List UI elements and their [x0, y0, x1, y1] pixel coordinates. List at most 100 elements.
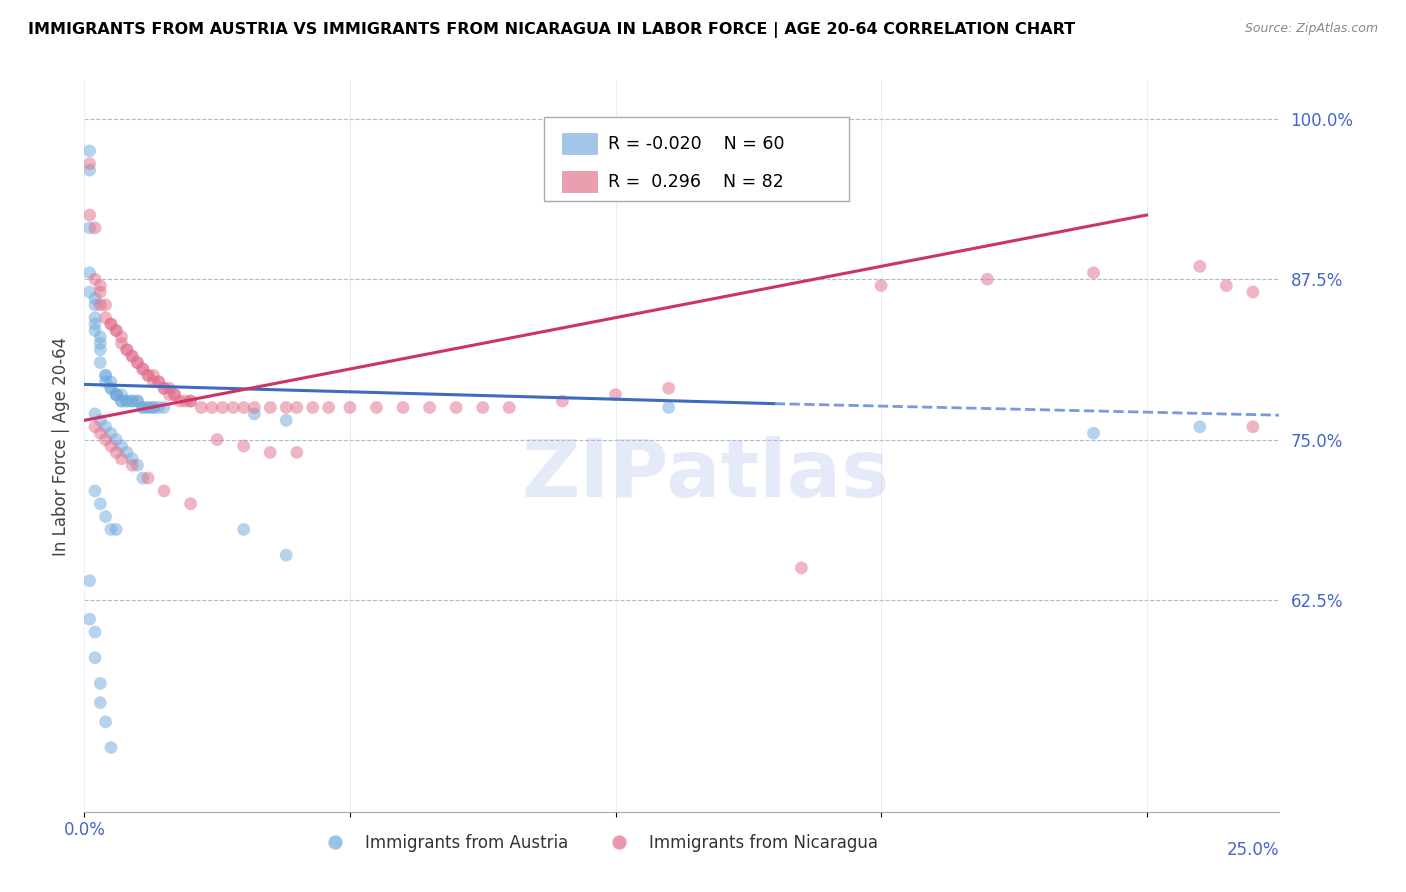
Point: [94, 368, 117, 383]
Point: [89, 336, 111, 351]
Point: [153, 381, 176, 395]
Point: [84, 419, 107, 434]
Point: [110, 387, 132, 401]
Point: [136, 401, 159, 415]
Point: [148, 375, 170, 389]
Point: [243, 401, 266, 415]
Point: [89, 426, 111, 441]
Point: [121, 458, 143, 473]
Point: [259, 445, 281, 459]
Point: [94, 509, 117, 524]
Point: [84, 625, 107, 640]
Y-axis label: In Labor Force | Age 20-64: In Labor Force | Age 20-64: [52, 336, 70, 556]
Point: [79, 208, 101, 222]
Point: [1188, 260, 1211, 274]
Point: [110, 394, 132, 409]
FancyBboxPatch shape: [544, 117, 849, 201]
Point: [392, 401, 415, 415]
Point: [84, 310, 107, 325]
Point: [110, 336, 132, 351]
Point: [301, 401, 323, 415]
Text: IMMIGRANTS FROM AUSTRIA VS IMMIGRANTS FROM NICARAGUA IN LABOR FORCE | AGE 20-64 : IMMIGRANTS FROM AUSTRIA VS IMMIGRANTS FR…: [28, 22, 1076, 38]
Point: [89, 278, 111, 293]
Point: [79, 266, 101, 280]
Point: [285, 401, 308, 415]
Point: [1241, 285, 1264, 299]
Point: [180, 497, 202, 511]
Point: [79, 163, 101, 178]
Point: [121, 451, 143, 466]
Point: [115, 343, 138, 357]
Point: [276, 413, 298, 427]
Point: [136, 368, 159, 383]
Point: [142, 368, 165, 383]
Point: [79, 612, 101, 626]
Point: [658, 401, 681, 415]
Point: [94, 433, 117, 447]
Text: 25.0%: 25.0%: [1227, 841, 1279, 859]
Point: [121, 349, 143, 363]
Point: [366, 401, 388, 415]
Point: [105, 433, 128, 447]
Point: [89, 696, 111, 710]
Point: [84, 292, 107, 306]
Text: ZIPatlas: ZIPatlas: [522, 436, 890, 515]
Text: Source: ZipAtlas.com: Source: ZipAtlas.com: [1244, 22, 1378, 36]
Point: [169, 394, 191, 409]
Point: [94, 298, 117, 312]
Point: [115, 445, 138, 459]
Point: [79, 285, 101, 299]
Point: [142, 375, 165, 389]
Point: [84, 407, 107, 421]
Point: [89, 298, 111, 312]
Point: [100, 317, 122, 331]
Point: [153, 401, 176, 415]
Point: [84, 298, 107, 312]
Point: [259, 401, 281, 415]
Point: [89, 330, 111, 344]
Point: [89, 285, 111, 299]
Point: [205, 433, 228, 447]
Point: [444, 401, 467, 415]
Point: [84, 650, 107, 665]
Point: [89, 413, 111, 427]
Point: [232, 523, 254, 537]
Point: [115, 343, 138, 357]
Point: [419, 401, 441, 415]
Bar: [562, 171, 599, 193]
Point: [79, 144, 101, 158]
Point: [100, 381, 122, 395]
Point: [110, 439, 132, 453]
Point: [105, 387, 128, 401]
Point: [84, 317, 107, 331]
Point: [94, 310, 117, 325]
Point: [127, 355, 149, 369]
Point: [110, 451, 132, 466]
Point: [790, 561, 813, 575]
Point: [132, 471, 155, 485]
Point: [127, 458, 149, 473]
Point: [136, 401, 159, 415]
Point: [1215, 278, 1237, 293]
Point: [471, 401, 494, 415]
Point: [163, 387, 186, 401]
Point: [110, 394, 132, 409]
Point: [121, 349, 143, 363]
Point: [498, 401, 520, 415]
Point: [100, 317, 122, 331]
Point: [243, 407, 266, 421]
Legend: Immigrants from Austria, Immigrants from Nicaragua: Immigrants from Austria, Immigrants from…: [312, 827, 884, 858]
Point: [89, 497, 111, 511]
Point: [105, 445, 128, 459]
Point: [79, 157, 101, 171]
Point: [105, 324, 128, 338]
Point: [89, 676, 111, 690]
Point: [180, 394, 202, 409]
Point: [211, 401, 233, 415]
Point: [1241, 419, 1264, 434]
Point: [148, 401, 170, 415]
Point: [153, 483, 176, 498]
Point: [190, 401, 212, 415]
Point: [115, 394, 138, 409]
Point: [163, 387, 186, 401]
